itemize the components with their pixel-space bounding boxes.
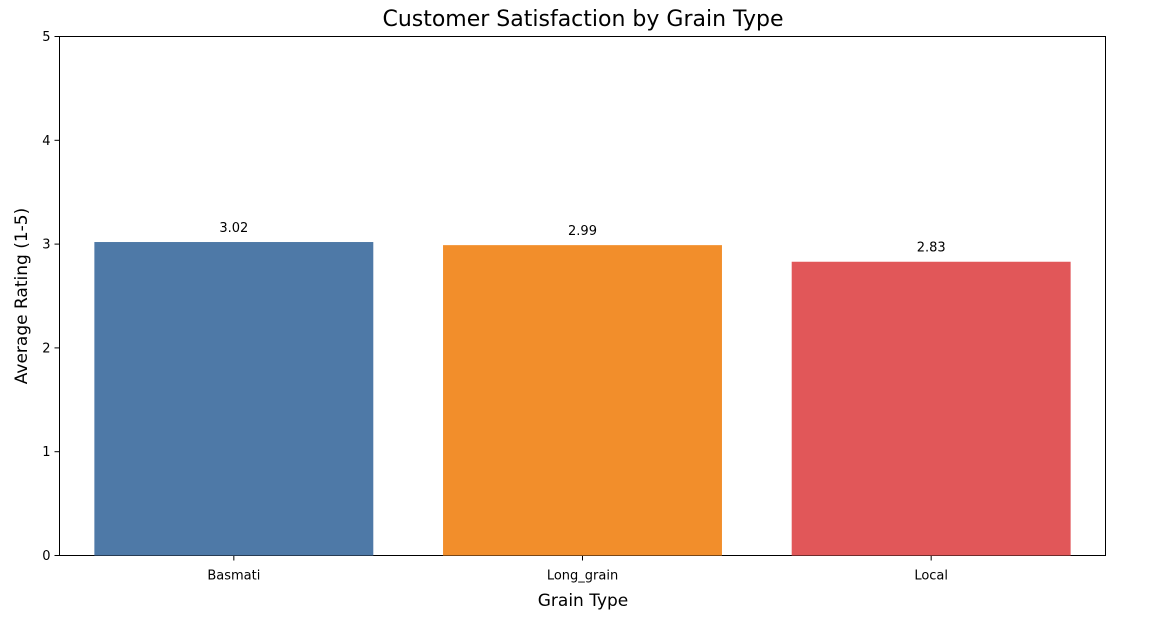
bar-value-label: 2.99 <box>568 224 597 239</box>
y-tick-label: 0 <box>42 549 50 564</box>
x-tick-label: Local <box>914 569 948 584</box>
bars: 3.02 2.99 2.83 <box>94 221 1071 556</box>
bar-value-label: 3.02 <box>219 221 248 236</box>
y-tick-label: 4 <box>42 134 50 149</box>
x-tick-label: Long_grain <box>547 569 618 584</box>
y-tick-label: 1 <box>42 445 50 460</box>
bar <box>94 242 374 556</box>
x-tick-label: Basmati <box>207 569 260 584</box>
bar <box>443 245 722 556</box>
y-axis-label: Average Rating (1-5) <box>12 208 32 384</box>
x-axis-label: Grain Type <box>538 591 629 611</box>
y-axis: 0 1 2 3 4 5 <box>42 30 60 564</box>
y-tick-label: 2 <box>42 341 50 356</box>
x-axis: Basmati Long_grain Local <box>207 555 948 584</box>
bar <box>791 261 1071 556</box>
bar-value-label: 2.83 <box>917 241 946 256</box>
y-tick-label: 5 <box>42 30 50 45</box>
chart-title: Customer Satisfaction by Grain Type <box>382 7 783 32</box>
y-tick-label: 3 <box>42 238 50 253</box>
